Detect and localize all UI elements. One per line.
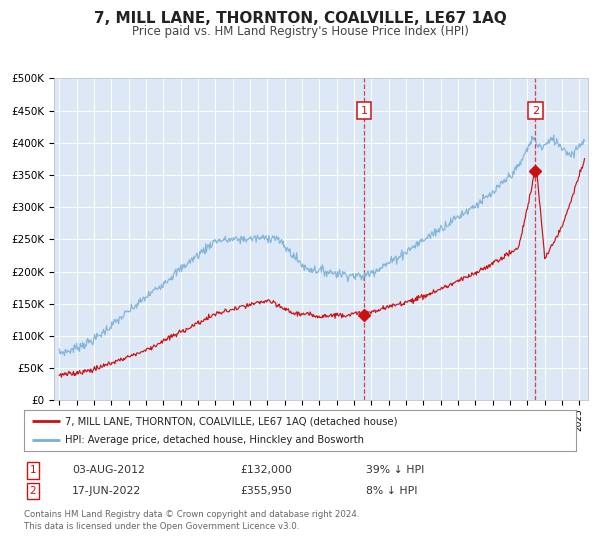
Text: £132,000: £132,000 xyxy=(240,465,292,475)
Text: 1: 1 xyxy=(361,106,367,115)
Text: £355,950: £355,950 xyxy=(240,486,292,496)
Text: 7, MILL LANE, THORNTON, COALVILLE, LE67 1AQ: 7, MILL LANE, THORNTON, COALVILLE, LE67 … xyxy=(94,11,506,26)
Text: 8% ↓ HPI: 8% ↓ HPI xyxy=(366,486,418,496)
Text: This data is licensed under the Open Government Licence v3.0.: This data is licensed under the Open Gov… xyxy=(24,522,299,531)
Text: Price paid vs. HM Land Registry's House Price Index (HPI): Price paid vs. HM Land Registry's House … xyxy=(131,25,469,38)
Text: 2: 2 xyxy=(29,486,37,496)
Text: 39% ↓ HPI: 39% ↓ HPI xyxy=(366,465,424,475)
Text: 17-JUN-2022: 17-JUN-2022 xyxy=(72,486,141,496)
Text: HPI: Average price, detached house, Hinckley and Bosworth: HPI: Average price, detached house, Hinc… xyxy=(65,435,364,445)
Text: 7, MILL LANE, THORNTON, COALVILLE, LE67 1AQ (detached house): 7, MILL LANE, THORNTON, COALVILLE, LE67 … xyxy=(65,417,398,426)
Text: Contains HM Land Registry data © Crown copyright and database right 2024.: Contains HM Land Registry data © Crown c… xyxy=(24,511,359,520)
Text: 2: 2 xyxy=(532,106,539,115)
Text: 03-AUG-2012: 03-AUG-2012 xyxy=(72,465,145,475)
Text: 1: 1 xyxy=(29,465,37,475)
